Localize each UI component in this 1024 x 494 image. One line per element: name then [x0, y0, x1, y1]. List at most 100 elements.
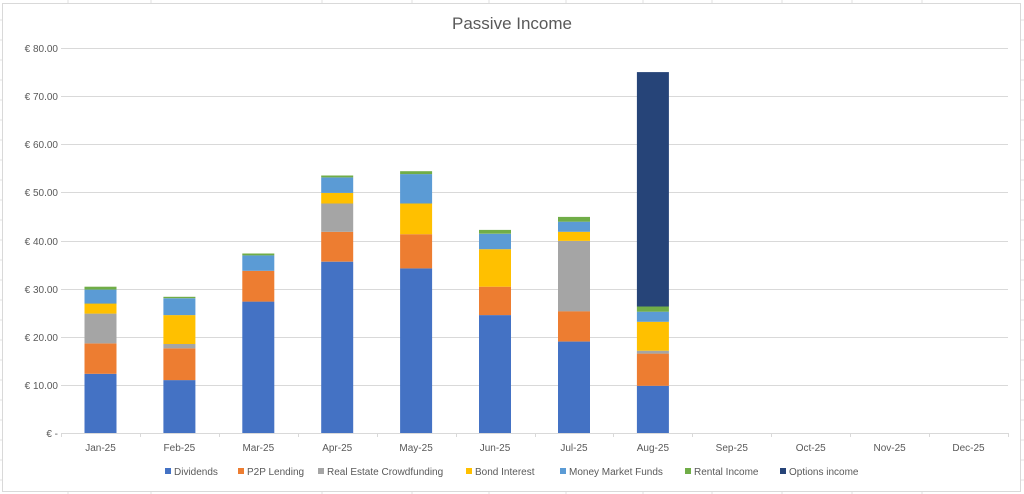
- legend-item-rental-income[interactable]: Rental Income: [685, 467, 759, 478]
- legend-item-bond-interest[interactable]: Bond Interest: [466, 467, 535, 478]
- chart-title: Passive Income: [452, 14, 572, 33]
- x-tick-label: Jun-25: [480, 443, 511, 454]
- y-tick-label: € 20.00: [25, 333, 59, 344]
- bar-segment-dividends[interactable]: [321, 261, 354, 433]
- x-tick-label: Jul-25: [560, 443, 588, 454]
- bar-segment-rental-income[interactable]: [558, 216, 590, 222]
- bar-segment-bond-interest[interactable]: [163, 315, 196, 344]
- x-tick-label: Aug-25: [637, 443, 670, 454]
- bar-segment-dividends[interactable]: [636, 385, 669, 433]
- bar-segment-rental-income[interactable]: [321, 175, 354, 178]
- bar-segment-real-estate-crowdfunding[interactable]: [163, 344, 196, 349]
- legend-swatch: [238, 468, 244, 474]
- y-tick-label: € 30.00: [25, 285, 59, 296]
- bar-segment-dividends[interactable]: [242, 301, 275, 433]
- bar-segment-p2p-lending[interactable]: [479, 286, 511, 316]
- legend-label: Rental Income: [694, 467, 759, 478]
- y-tick-label: € 80.00: [25, 44, 59, 55]
- bar-segment-dividends[interactable]: [84, 373, 117, 433]
- bar-segment-rental-income[interactable]: [400, 171, 433, 175]
- bar-stack-may-25: [400, 171, 433, 433]
- gridlines: [61, 48, 1008, 386]
- bar-segment-dividends[interactable]: [400, 268, 433, 433]
- x-tick-label: Jan-25: [85, 443, 116, 454]
- bar-segment-money-market-funds[interactable]: [321, 177, 354, 193]
- bar-segment-rental-income[interactable]: [636, 306, 669, 312]
- legend-label: Money Market Funds: [569, 467, 663, 478]
- bar-segment-rental-income[interactable]: [242, 253, 275, 256]
- bar-segment-dividends[interactable]: [558, 341, 590, 433]
- legend-item-dividends[interactable]: Dividends: [165, 467, 218, 478]
- legend-item-real-estate-crowdfunding[interactable]: Real Estate Crowdfunding: [318, 467, 443, 478]
- bar-segment-money-market-funds[interactable]: [558, 221, 590, 232]
- bar-stack-jul-25: [558, 216, 590, 433]
- bar-segment-p2p-lending[interactable]: [242, 270, 275, 302]
- bar-segment-real-estate-crowdfunding[interactable]: [321, 203, 354, 232]
- bar-segment-bond-interest[interactable]: [558, 231, 590, 241]
- bar-segment-dividends[interactable]: [163, 380, 196, 433]
- legend-swatch: [560, 468, 566, 474]
- y-tick-label: € 40.00: [25, 237, 59, 248]
- x-tick-label: Mar-25: [242, 443, 274, 454]
- bar-segment-rental-income[interactable]: [84, 286, 117, 290]
- legend-label: Dividends: [174, 467, 218, 478]
- legend-item-money-market-funds[interactable]: Money Market Funds: [560, 467, 663, 478]
- bar-segment-dividends[interactable]: [479, 315, 511, 433]
- bar-segment-money-market-funds[interactable]: [479, 233, 511, 250]
- bars: [84, 72, 669, 433]
- bar-segment-p2p-lending[interactable]: [636, 353, 669, 386]
- bar-segment-p2p-lending[interactable]: [558, 311, 590, 342]
- x-tick-label: Feb-25: [164, 443, 196, 454]
- bar-segment-bond-interest[interactable]: [321, 192, 354, 204]
- bar-segment-rental-income[interactable]: [163, 296, 196, 299]
- x-tick-label: Apr-25: [322, 443, 352, 454]
- legend-label: Bond Interest: [475, 467, 535, 478]
- bar-stack-apr-25: [321, 175, 354, 433]
- bar-segment-money-market-funds[interactable]: [242, 255, 275, 271]
- legend-swatch: [685, 468, 691, 474]
- bar-segment-real-estate-crowdfunding[interactable]: [558, 241, 590, 312]
- bar-segment-p2p-lending[interactable]: [84, 343, 117, 374]
- legend-swatch: [318, 468, 324, 474]
- bar-segment-options-income[interactable]: [636, 72, 669, 307]
- legend-label: P2P Lending: [247, 467, 304, 478]
- legend-label: Real Estate Crowdfunding: [327, 467, 443, 478]
- bar-segment-p2p-lending[interactable]: [321, 231, 354, 262]
- y-tick-label: € -: [46, 429, 58, 440]
- bar-segment-p2p-lending[interactable]: [400, 234, 433, 269]
- legend-swatch: [466, 468, 472, 474]
- bar-stack-aug-25: [636, 72, 669, 433]
- x-axis: Jan-25 Feb-25 Mar-25 Apr-25 May-25 Jun-25 Jul-…: [61, 433, 1009, 454]
- bar-segment-bond-interest[interactable]: [636, 321, 669, 351]
- legend-item-options-income[interactable]: Options income: [780, 467, 859, 478]
- bar-segment-money-market-funds[interactable]: [163, 298, 196, 316]
- x-tick-label: May-25: [399, 443, 433, 454]
- y-axis-ticks: € - € 10.00 € 20.00 € 30.00 € 40.00 € 50.00 € …: [25, 44, 59, 440]
- x-tick-label: Dec-25: [952, 443, 985, 454]
- y-tick-label: € 60.00: [25, 140, 59, 151]
- y-tick-label: € 70.00: [25, 92, 59, 103]
- x-tick-label: Sep-25: [716, 443, 749, 454]
- bar-segment-p2p-lending[interactable]: [163, 348, 196, 381]
- bar-stack-feb-25: [163, 296, 196, 433]
- bar-segment-bond-interest[interactable]: [84, 303, 117, 314]
- y-tick-label: € 10.00: [25, 381, 59, 392]
- bar-segment-bond-interest[interactable]: [479, 249, 511, 287]
- bar-segment-money-market-funds[interactable]: [636, 311, 669, 322]
- bar-segment-rental-income[interactable]: [479, 229, 511, 234]
- bar-segment-money-market-funds[interactable]: [84, 289, 117, 304]
- legend-swatch: [165, 468, 171, 474]
- legend: Dividends P2P Lending Real Estate Crowdfun…: [165, 467, 859, 478]
- x-tick-label: Nov-25: [873, 443, 906, 454]
- bar-segment-bond-interest[interactable]: [400, 203, 433, 235]
- bar-segment-money-market-funds[interactable]: [400, 174, 433, 204]
- bar-segment-real-estate-crowdfunding[interactable]: [84, 313, 117, 344]
- legend-label: Options income: [789, 467, 859, 478]
- bar-stack-jun-25: [479, 229, 511, 433]
- bar-segment-real-estate-crowdfunding[interactable]: [636, 350, 669, 354]
- bar-stack-mar-25: [242, 253, 275, 433]
- legend-item-p2p-lending[interactable]: P2P Lending: [238, 467, 304, 478]
- y-tick-label: € 50.00: [25, 188, 59, 199]
- bar-stack-jan-25: [84, 286, 117, 433]
